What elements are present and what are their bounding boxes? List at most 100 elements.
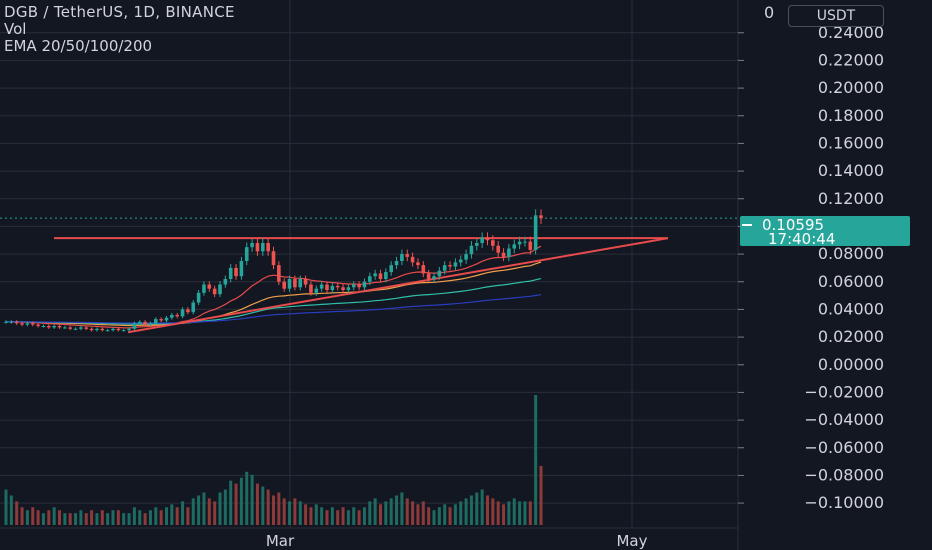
candle-body [373, 273, 377, 277]
axis-tick-label: −0.02000 [804, 382, 884, 401]
candle-body [223, 278, 228, 285]
candle-body [325, 284, 329, 291]
last-price-value: 0.10595 [762, 216, 825, 234]
candle-body [410, 256, 415, 263]
volume-bar [122, 513, 126, 525]
volume-bar [68, 513, 72, 525]
candle-body [105, 330, 110, 332]
candle-body [250, 243, 254, 248]
volume-bar [15, 501, 19, 525]
candle-body [464, 254, 468, 260]
volume-bar [138, 510, 142, 525]
volume-bar [379, 504, 382, 525]
candle-body [533, 215, 538, 250]
volume-bar [165, 507, 168, 525]
candle-body [95, 328, 99, 331]
volume-bar [84, 513, 88, 525]
volume-bar [523, 501, 527, 525]
axis-tick-label: −0.08000 [804, 465, 884, 484]
volume-bar [459, 501, 463, 525]
candle-body [335, 285, 340, 288]
candle-body [132, 323, 137, 329]
volume-bar [330, 507, 334, 525]
volume-bar [197, 495, 201, 525]
candle-body [512, 244, 517, 249]
axis-tick-label: 0.20000 [818, 78, 884, 97]
volume-bar [400, 492, 404, 525]
candle-body [496, 245, 500, 253]
candle-body [491, 240, 495, 246]
candle-body [416, 262, 420, 266]
bar-countdown: 17:40:44 [768, 230, 836, 248]
candle-body [400, 254, 404, 261]
candle-body [100, 328, 105, 331]
volume-bar [36, 510, 40, 525]
volume-bar [341, 507, 345, 525]
candle-body [47, 326, 51, 328]
volume-bar [534, 395, 538, 525]
volume-bar [213, 501, 217, 525]
candle-body [293, 278, 297, 288]
volume-bars [4, 395, 543, 525]
volume-bar [159, 510, 163, 525]
candle-body [218, 284, 222, 295]
candle-body [437, 270, 442, 277]
legend-volume[interactable]: Vol [4, 20, 27, 38]
volume-bar [368, 501, 372, 525]
candle-body [341, 287, 345, 291]
candle-body [384, 272, 388, 279]
volume-bar [245, 471, 249, 525]
candle-body [127, 328, 131, 331]
candle-body [36, 324, 40, 327]
volume-bar [207, 498, 211, 525]
legend-ema[interactable]: EMA 20/50/100/200 [4, 37, 153, 55]
volume-bar [539, 465, 543, 525]
volume-bar [239, 477, 243, 525]
candle-body [143, 321, 147, 325]
volume-bar [518, 501, 522, 525]
candle-body [84, 327, 89, 329]
candle-body [164, 317, 169, 321]
volume-bar [475, 492, 479, 525]
candle-body [73, 328, 78, 330]
legend-symbol-title[interactable]: DGB / TetherUS, 1D, BINANCE [4, 3, 235, 21]
candle-body [426, 273, 431, 279]
candle-body [228, 267, 233, 279]
volume-bar [352, 507, 356, 525]
volume-bar [266, 489, 270, 525]
candle-body [68, 327, 72, 329]
candle-body [63, 327, 67, 329]
volume-bar [277, 492, 281, 525]
ema-50-line [6, 261, 542, 327]
time-axis: Mar May [266, 532, 648, 550]
volume-bar [116, 510, 120, 525]
volume-bar [325, 510, 329, 525]
candle-body [501, 252, 506, 257]
candle-body [30, 323, 35, 325]
axis-tick-label: 0.06000 [818, 272, 884, 291]
candle-body [20, 323, 24, 325]
candle-body [475, 243, 479, 246]
volume-bar [127, 513, 131, 525]
volume-bar [309, 507, 313, 525]
volume-bar [250, 474, 254, 525]
volume-bar [502, 504, 506, 525]
axis-tick-label: 0.14000 [818, 161, 884, 180]
volume-bar [47, 510, 51, 525]
volume-bar [202, 492, 206, 525]
candle-body [154, 319, 158, 324]
volume-bar [480, 489, 484, 525]
volume-bar [491, 498, 495, 525]
currency-button[interactable]: USDT [788, 5, 884, 27]
volume-bar [443, 504, 447, 525]
candle-body [458, 259, 463, 263]
candle-body [405, 254, 410, 257]
volume-bar [111, 510, 115, 525]
volume-bar [79, 510, 83, 525]
volume-bar [272, 495, 275, 525]
price-tag-marker [742, 224, 752, 226]
volume-bar [293, 498, 297, 525]
volume-bar [320, 507, 324, 525]
candle-body [255, 243, 260, 252]
